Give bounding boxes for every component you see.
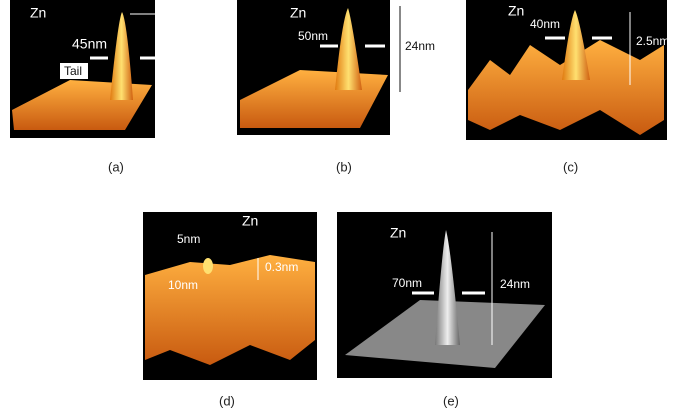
panel-label: (b) (336, 159, 352, 174)
panel-label: (e) (443, 393, 459, 408)
panel-a: Zn 45nm Tail (a) (10, 0, 185, 174)
panel-label: (a) (108, 159, 124, 174)
annotation: 24nm (500, 277, 530, 291)
annotation: Zn (508, 3, 524, 19)
annotation: 45nm (72, 36, 107, 52)
annotation: Zn (242, 213, 258, 229)
figure: Zn 45nm Tail (a) Zn 50nm 24nm (b) Zn 40n… (0, 0, 674, 414)
annotation: 40nm (530, 17, 560, 31)
annotation: Tail (64, 64, 82, 78)
panel-d: Zn 5nm 10nm 0.3nm (d) (143, 212, 317, 408)
annotation: 10nm (168, 278, 198, 292)
annotation: 70nm (392, 276, 422, 290)
annotation: Zn (290, 5, 306, 21)
panel-e: Zn 70nm 24nm (e) (337, 212, 552, 408)
annotation: 2.5nm (636, 34, 669, 48)
annotation: Zn (390, 225, 406, 241)
panel-label: (c) (563, 159, 578, 174)
annotation: 0.3nm (265, 260, 298, 274)
annotation: 5nm (177, 232, 200, 246)
panel-b: Zn 50nm 24nm (b) (237, 0, 435, 174)
panel-label: (d) (219, 393, 235, 408)
annotation: 24nm (405, 39, 435, 53)
annotation: Zn (30, 5, 46, 21)
panel-c: Zn 40nm 2.5nm (c) (466, 0, 669, 174)
annotation: 50nm (298, 29, 328, 43)
